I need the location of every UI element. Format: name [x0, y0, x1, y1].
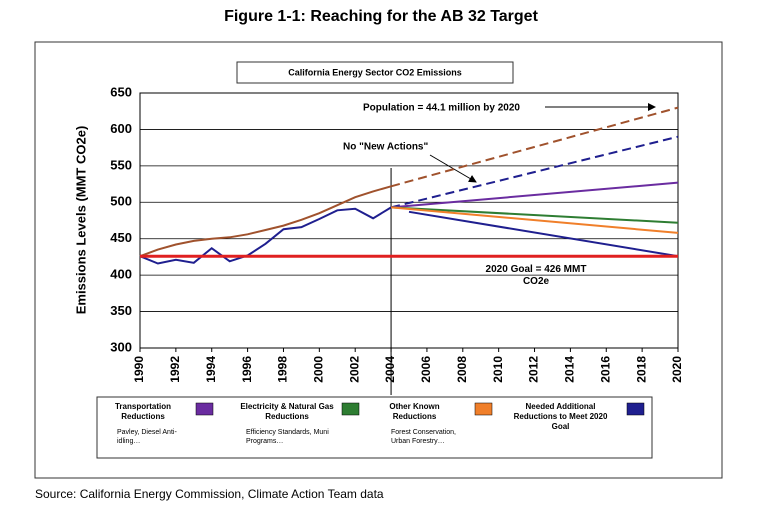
legend-swatch: [341, 402, 360, 416]
x-tick-label: 2000: [312, 356, 326, 383]
legend-label: Transportation Reductions: [114, 402, 171, 421]
series-line: [390, 135, 679, 209]
legend-note: Forest Conservation, Urban Forestry…: [391, 429, 456, 445]
y-tick-label: 500: [110, 194, 132, 209]
x-tick-label: 2016: [598, 356, 612, 383]
legend-note: Efficiency Standards, Muni Programs…: [246, 429, 329, 445]
x-tick-label: 1992: [168, 356, 182, 383]
chart-subtitle: California Energy Sector CO2 Emissions: [288, 67, 462, 77]
y-tick-label: 400: [110, 267, 132, 282]
legend-box: [96, 396, 653, 459]
y-tick-label: 550: [110, 157, 132, 172]
x-tick-label: 1998: [276, 356, 290, 383]
chart-frame: [34, 41, 723, 479]
x-tick-label: 1990: [132, 356, 146, 383]
series-line: [391, 206, 679, 224]
x-tick-label: 2004: [383, 356, 397, 383]
legend-swatch: [626, 402, 645, 416]
legend-label: Needed Additional Reductions to Meet 202…: [513, 402, 608, 431]
x-tick-label: 2008: [455, 356, 469, 383]
annotation: 2020 Goal = 426 MMT CO2e: [485, 264, 587, 287]
legend-label: Electricity & Natural Gas Reductions: [240, 402, 334, 421]
x-tick-label: 2006: [419, 356, 433, 383]
y-tick-label: 300: [110, 339, 132, 354]
x-tick-label: 2002: [347, 356, 361, 383]
legend-label: Other Known Reductions: [389, 402, 440, 421]
subtitle-box: [236, 61, 514, 84]
legend-swatch: [474, 402, 493, 416]
y-tick-label: 650: [110, 84, 132, 99]
legend-swatch: [195, 402, 214, 416]
series-line: [139, 206, 392, 265]
source: Source: California Energy Commission, Cl…: [35, 487, 384, 501]
plot-area: [139, 92, 679, 349]
series-line: [391, 206, 679, 234]
series-line: [390, 106, 679, 188]
legend-note: Pavley, Diesel Anti-idling…: [117, 429, 177, 445]
y-tick-label: 600: [110, 121, 132, 136]
y-axis-title: Emissions Levels (MMT CO2e): [73, 126, 88, 315]
x-tick-label: 2010: [491, 356, 505, 383]
x-tick-label: 2018: [634, 356, 648, 383]
series-line: [391, 181, 679, 209]
x-tick-label: 2020: [670, 356, 684, 383]
series-line: [408, 210, 679, 258]
x-tick-label: 1996: [240, 356, 254, 383]
series-line: [139, 185, 392, 258]
y-tick-label: 350: [110, 303, 132, 318]
y-tick-label: 450: [110, 230, 132, 245]
chart-title: Figure 1-1: Reaching for the AB 32 Targe…: [224, 8, 539, 25]
x-tick-label: 2012: [527, 356, 541, 383]
x-tick-label: 1994: [204, 356, 218, 383]
annotation: No "New Actions": [343, 142, 428, 153]
annotation: Population = 44.1 million by 2020: [363, 103, 520, 114]
x-tick-label: 2014: [563, 356, 577, 383]
